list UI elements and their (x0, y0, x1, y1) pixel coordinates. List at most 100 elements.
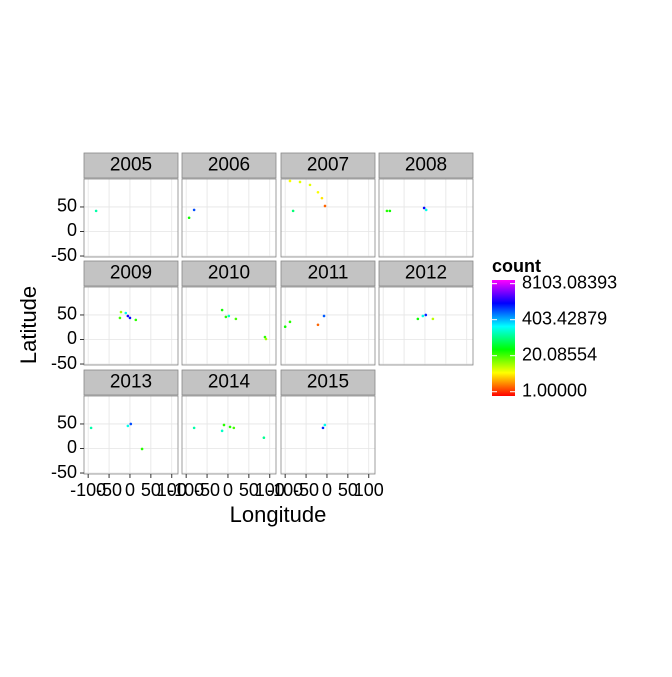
legend-title: count (492, 256, 541, 276)
strip (378, 260, 474, 287)
panel-border (83, 178, 179, 258)
point (288, 320, 292, 324)
y-tick-label: 50 (57, 196, 77, 216)
strip-label: 2014 (208, 372, 251, 393)
point (298, 180, 302, 184)
y-tick-label: 50 (57, 304, 77, 324)
y-tick-label: 0 (67, 437, 77, 457)
point (126, 424, 130, 428)
panel-background (84, 396, 178, 474)
strip (181, 152, 277, 179)
point (192, 426, 196, 430)
panel-border (280, 178, 376, 258)
panel-background (182, 179, 276, 257)
panel-background (84, 179, 178, 257)
colorbar-tick-label: 403.42879 (522, 308, 607, 328)
point (385, 209, 389, 213)
strip (280, 369, 376, 396)
point (222, 423, 226, 427)
x-tick-label: -100 (70, 480, 106, 500)
point (422, 206, 426, 210)
point (134, 318, 138, 322)
panel-background (379, 287, 473, 365)
point (89, 426, 93, 430)
y-axis-title: Latitude (16, 286, 41, 364)
panel-border (280, 286, 376, 366)
point (224, 315, 228, 319)
strip (181, 260, 277, 287)
point (124, 311, 128, 315)
panel-border (83, 395, 179, 475)
point (316, 190, 320, 194)
colorbar (492, 280, 515, 396)
panel-border (181, 286, 277, 366)
y-tick-label: -50 (51, 353, 77, 373)
point (288, 179, 292, 183)
point (234, 317, 238, 321)
point (228, 425, 232, 429)
y-tick-label: 0 (67, 220, 77, 240)
strip (378, 152, 474, 179)
point (118, 316, 122, 320)
y-tick-label: 50 (57, 413, 77, 433)
point (416, 317, 420, 321)
x-axis-title: Longitude (230, 502, 327, 527)
x-tick-label: 100 (157, 480, 187, 500)
strip (83, 152, 179, 179)
strip-label: 2012 (405, 263, 447, 284)
strip-label: 2011 (308, 263, 349, 284)
x-tick-label: -100 (168, 480, 204, 500)
colorbar-tick-label: 1.00000 (522, 380, 587, 400)
panel-background (281, 179, 375, 257)
point (424, 208, 428, 212)
panel-border (378, 178, 474, 258)
point (291, 209, 295, 213)
strip (280, 260, 376, 287)
strip-label: 2008 (405, 155, 447, 176)
point (227, 314, 231, 318)
panel-border (280, 395, 376, 475)
point (126, 314, 130, 318)
x-tick-label: 100 (354, 480, 384, 500)
y-tick-label: -50 (51, 245, 77, 265)
point (264, 337, 268, 341)
point (323, 423, 327, 427)
point (220, 429, 224, 433)
point (128, 316, 132, 320)
point (323, 204, 327, 208)
x-tick-label: 100 (255, 480, 285, 500)
x-tick-label: 0 (125, 480, 135, 500)
strip-label: 2013 (110, 372, 152, 393)
point (322, 314, 326, 318)
strip (83, 260, 179, 287)
strip (280, 152, 376, 179)
x-tick-label: -50 (293, 480, 319, 500)
point (431, 317, 435, 321)
colorbar-tick-label: 20.08554 (522, 344, 597, 364)
x-tick-label: 50 (239, 480, 259, 500)
x-tick-label: 0 (223, 480, 233, 500)
panel-border (378, 286, 474, 366)
panel-background (281, 287, 375, 365)
point (232, 426, 236, 430)
panel-border (83, 286, 179, 366)
strip-label: 2009 (110, 263, 152, 284)
x-tick-label: 50 (338, 480, 358, 500)
x-tick-label: -50 (96, 480, 122, 500)
point (321, 426, 325, 430)
point (94, 209, 98, 213)
point (187, 216, 191, 220)
panel-background (281, 396, 375, 474)
point (119, 310, 123, 314)
point (192, 208, 196, 212)
point (140, 447, 144, 451)
x-tick-label: -100 (267, 480, 303, 500)
point (129, 422, 133, 426)
y-tick-label: -50 (51, 462, 77, 482)
point (220, 308, 224, 312)
colorbar-tick-label: 8103.08393 (522, 272, 617, 292)
point (424, 313, 428, 317)
strip-label: 2005 (110, 155, 152, 176)
point (263, 335, 267, 339)
point (283, 325, 287, 329)
